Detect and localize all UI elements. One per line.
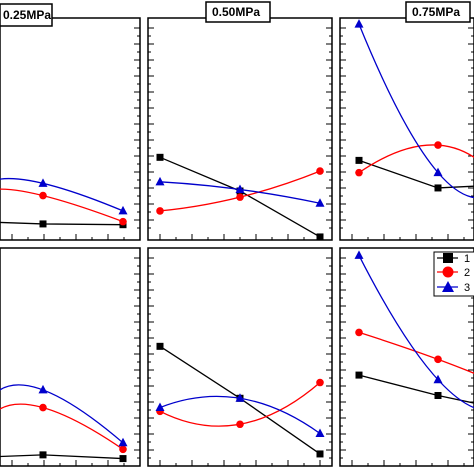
panel-title-0-25: 0.25MPa: [3, 8, 51, 22]
series-2-point-1: [355, 168, 363, 177]
series-1-point-2: [434, 391, 442, 399]
panel-title-box-0-50: 0.50MPa: [205, 1, 271, 23]
series-2-point-3: [119, 217, 127, 226]
series-1-point-2: [434, 184, 442, 192]
series-3-curve: [358, 23, 474, 199]
legend-entry-1: 1: [437, 253, 470, 265]
panel-plot-3: [354, 19, 474, 199]
series-1-line: [358, 374, 474, 404]
series-3-point-1: [354, 250, 364, 259]
series-2-point-2: [39, 191, 47, 200]
series-2-curve: [0, 403, 124, 450]
series-1-point-1: [355, 371, 363, 379]
panel-plot-6: [354, 250, 474, 409]
legend: 1 2 3: [433, 251, 474, 297]
series-2-point-3: [119, 445, 127, 454]
series-2-point-2: [434, 141, 442, 149]
series-1-point-1: [156, 342, 164, 350]
panel-frame-top-1: [0, 17, 141, 241]
panel-title-box-0-75: 0.75MPa: [405, 1, 471, 23]
series-2-point-1: [156, 207, 164, 215]
series-3-curve: [0, 177, 124, 212]
legend-entry-2: 2: [437, 266, 470, 279]
series-3-point-3: [118, 437, 128, 447]
legend-label-2: 2: [464, 267, 470, 279]
series-1-point-2: [39, 451, 47, 459]
panel-frame-bottom-2: [147, 247, 333, 467]
series-1-point-1: [156, 153, 164, 161]
series-2-point-1: [355, 328, 363, 337]
series-3-point-3: [315, 428, 325, 438]
series-1-point-3: [119, 455, 127, 463]
panel-plot-2: [155, 153, 325, 240]
series-1-line: [0, 454, 124, 460]
series-3-point-1: [155, 402, 165, 412]
series-3-point-1: [354, 19, 364, 28]
series-3-point-1: [155, 176, 165, 186]
series-3-point-2: [235, 393, 245, 402]
series-1-point-1: [355, 156, 363, 164]
series-3-point-2: [433, 167, 443, 177]
panel-title-box-0-25: 0.25MPa: [0, 3, 53, 27]
panel-frame-top-3: [339, 17, 474, 241]
plot-area: [0, 19, 474, 463]
panel-plot-4: [0, 384, 128, 463]
legend-entry-3: 3: [437, 281, 470, 294]
series-2-curve: [159, 382, 321, 427]
legend-label-3: 3: [464, 282, 470, 294]
panel-frame-top-2: [147, 17, 333, 241]
series-2-curve: [358, 331, 474, 374]
panel-plot-1: [0, 177, 128, 229]
series-2-point-2: [434, 355, 442, 364]
series-1-line: [358, 159, 474, 189]
series-3-point-2: [38, 178, 48, 187]
series-2-point-3: [316, 167, 324, 175]
series-2-curve: [0, 188, 124, 223]
legend-marker-triangle: [442, 281, 454, 292]
panel-plot-5: [155, 342, 325, 458]
legend-marker-square: [443, 253, 453, 263]
series-1-point-3: [316, 233, 324, 240]
series-2-point-2: [236, 420, 244, 429]
legend-marker-circle: [442, 266, 454, 278]
series-3-point-3: [118, 205, 128, 215]
series-2-point-2: [39, 403, 47, 412]
series-1-line: [0, 221, 124, 226]
panel-title-0-75: 0.75MPa: [412, 5, 460, 19]
series-3-point-2: [433, 374, 443, 384]
series-2-point-3: [316, 378, 324, 387]
series-2-curve: [358, 144, 474, 174]
series-2-point-2: [236, 193, 244, 201]
series-3-point-2: [235, 184, 245, 193]
series-1-point-2: [39, 220, 47, 228]
panel-title-0-50: 0.50MPa: [212, 5, 260, 19]
series-3-point-2: [38, 384, 48, 394]
series-3-point-3: [315, 198, 325, 207]
series-1-point-3: [316, 450, 324, 458]
legend-label-1: 1: [464, 253, 470, 265]
panel-frame-bottom-1: [0, 247, 141, 467]
